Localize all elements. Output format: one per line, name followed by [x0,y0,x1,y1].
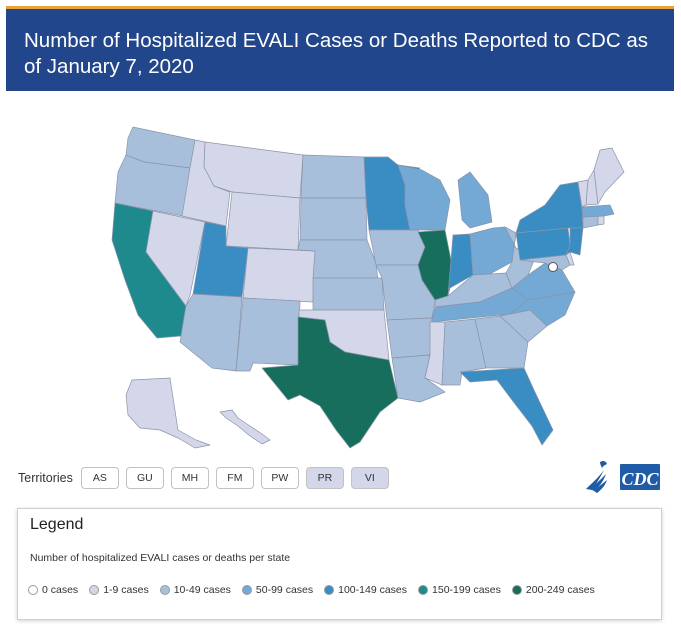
state-mi[interactable] [457,171,493,229]
legend-label: 100-149 cases [338,584,408,596]
territory-button-as[interactable]: AS [80,467,119,489]
cdc-logo: CDC [580,456,662,501]
us-map [0,110,681,450]
legend-item: 1-9 cases [89,584,149,596]
territories-label: Territories [18,471,73,485]
legend-items: 0 cases 1-9 cases 10-49 cases 50-99 cases 10… [28,584,606,596]
state-me[interactable] [593,147,625,205]
state-wy[interactable] [225,191,301,251]
legend-swatch [241,585,252,595]
state-ms[interactable] [424,321,446,386]
legend-label: 150-199 cases [432,584,501,596]
state-ak[interactable] [125,377,211,449]
state-sd[interactable] [299,197,368,241]
legend-item: 10-49 cases [159,584,231,596]
legend-label: 10-49 cases [173,584,231,596]
territory-button-fm[interactable]: FM [215,467,254,489]
territory-button-pw[interactable]: PW [260,467,299,489]
state-hi[interactable] [219,409,271,445]
cdc-logo-text: CDC [621,469,659,489]
legend-title: Legend [30,516,84,533]
legend-panel: Legend Number of hospitalized EVALI case… [17,508,662,620]
legend-label: 1-9 cases [103,584,149,596]
legend-subtitle: Number of hospitalized EVALI cases or de… [30,552,291,564]
territories-bar: Territories AS GU MH FM PW PR VI [18,466,396,490]
state-nv[interactable] [145,210,206,307]
legend-swatch [418,585,429,595]
state-fl[interactable] [459,367,554,446]
hhs-eagle-icon: CDC [586,460,660,493]
state-ia[interactable] [368,229,426,266]
state-in[interactable] [447,233,474,297]
legend-label: 200-249 cases [525,584,595,596]
state-az[interactable] [179,293,243,372]
legend-item: 50-99 cases [241,584,314,596]
legend-label: 0 cases [42,584,79,596]
legend-swatch [89,585,100,595]
us-map-svg [111,126,625,449]
header-bar: Number of Hospitalized EVALI Cases or De… [6,6,674,91]
state-ks[interactable] [312,277,385,311]
state-ri[interactable] [597,215,605,226]
state-ct[interactable] [582,215,599,229]
state-ny[interactable] [515,181,584,234]
state-co[interactable] [242,247,316,303]
state-ga[interactable] [474,315,529,369]
state-de[interactable] [565,251,575,266]
legend-swatch [159,585,170,595]
territory-button-mh[interactable]: MH [170,467,209,489]
state-nd[interactable] [300,154,367,199]
state-nm[interactable] [235,297,301,372]
state-tx[interactable] [261,316,399,449]
legend-item: 100-149 cases [324,584,407,596]
legend-label: 50-99 cases [255,584,314,596]
territory-button-vi[interactable]: VI [350,467,389,489]
legend-swatch [511,585,522,595]
state-dc-marker[interactable] [548,262,558,272]
state-ar[interactable] [386,317,433,359]
legend-item: 150-199 cases [418,584,501,596]
legend-swatch [324,585,335,595]
page-title: Number of Hospitalized EVALI Cases or De… [24,29,649,78]
state-vt[interactable] [577,179,589,208]
legend-swatch [28,585,38,595]
legend-item: 0 cases [28,584,78,596]
legend-item: 200-249 cases [511,584,595,596]
state-ma[interactable] [581,204,615,218]
territory-button-pr[interactable]: PR [305,467,344,489]
territory-button-gu[interactable]: GU [125,467,164,489]
